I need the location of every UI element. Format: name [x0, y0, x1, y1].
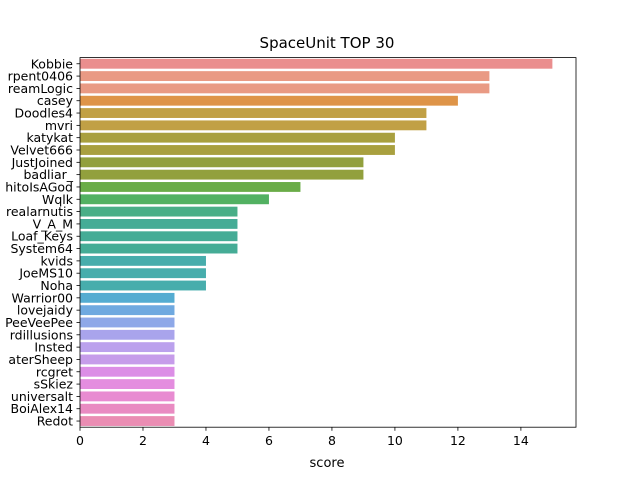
- bar-16: [80, 255, 206, 266]
- y-tick-label-28: BoiAlex14: [11, 401, 74, 416]
- y-tick-label-7: Velvet666: [10, 143, 73, 158]
- y-tick-label-6: katykat: [26, 130, 73, 145]
- x-tick-label-2: 4: [202, 433, 210, 448]
- y-tick-label-27: universalt: [11, 389, 73, 404]
- y-tick-label-21: PeeVeePee: [5, 315, 73, 330]
- y-tick-label-11: Wqlk: [42, 192, 74, 207]
- y-tick-label-1: rpent0406: [8, 69, 73, 84]
- y-tick-label-9: badliar_: [23, 167, 73, 182]
- bar-11: [80, 194, 269, 205]
- y-tick-label-18: Noha: [40, 278, 73, 293]
- bar-2: [80, 83, 490, 94]
- bar-28: [80, 403, 175, 414]
- bar-23: [80, 342, 175, 353]
- bar-6: [80, 132, 395, 143]
- x-tick-label-4: 8: [328, 433, 336, 448]
- y-tick-label-20: lovejaidy: [17, 303, 74, 318]
- bar-17: [80, 268, 206, 279]
- x-tick-label-6: 12: [450, 433, 466, 448]
- bar-15: [80, 243, 238, 254]
- bar-1: [80, 71, 490, 82]
- plot-frame: [79, 57, 577, 428]
- y-tick-label-23: Insted: [34, 340, 73, 355]
- bar-14: [80, 231, 238, 242]
- y-tick-label-17: JoeMS10: [18, 266, 73, 281]
- bar-22: [80, 329, 175, 340]
- y-tick-label-0: Kobbie: [31, 56, 74, 71]
- y-tick-label-15: System64: [10, 241, 73, 256]
- y-tick-label-4: Doodles4: [15, 106, 74, 121]
- y-tick-label-26: sSkiez: [34, 377, 74, 392]
- y-tick-label-22: rdillusions: [10, 327, 73, 342]
- y-tick-label-2: reamLogic: [8, 81, 73, 96]
- y-tick-label-14: Loaf_Keys: [11, 229, 73, 244]
- x-ticks: 0 2 4 6 8 10 12 14: [76, 427, 529, 448]
- bar-29: [80, 416, 175, 426]
- y-tick-label-12: realarnutis: [6, 204, 73, 219]
- bar-7: [80, 145, 395, 155]
- bar-26: [80, 379, 175, 390]
- bar-21: [80, 317, 175, 328]
- y-tick-labels: Kobbierpent0406reamLogiccaseyDoodles4mvr…: [5, 56, 80, 429]
- x-tick-label-3: 6: [265, 433, 273, 448]
- y-tick-label-3: casey: [37, 93, 74, 108]
- x-tick-label-1: 2: [139, 433, 147, 448]
- bar-24: [80, 354, 175, 365]
- bar-9: [80, 169, 364, 180]
- bar-8: [80, 157, 364, 168]
- y-tick-label-8: JustJoined: [11, 155, 73, 170]
- y-tick-label-5: mvri: [45, 118, 73, 133]
- y-tick-label-16: kvids: [40, 253, 73, 268]
- bar-25: [80, 366, 175, 377]
- bar-20: [80, 305, 175, 316]
- bars-group: [80, 58, 553, 426]
- y-tick-label-10: hitoIsAGod: [5, 179, 73, 194]
- bar-0: [80, 58, 553, 69]
- plot-border: [79, 57, 577, 428]
- x-tick-label-7: 14: [513, 433, 529, 448]
- x-tick-label-0: 0: [76, 433, 84, 448]
- chart-title: SpaceUnit TOP 30: [260, 34, 395, 52]
- y-tick-label-13: V_A_M: [33, 216, 73, 231]
- y-tick-label-24: aterSheep: [8, 352, 73, 367]
- bar-19: [80, 292, 175, 303]
- bar-12: [80, 206, 238, 217]
- x-tick-label-5: 10: [387, 433, 403, 448]
- bar-18: [80, 280, 206, 291]
- bar-5: [80, 120, 427, 131]
- y-tick-label-19: Warrior00: [12, 290, 73, 305]
- y-tick-label-29: Redot: [37, 414, 73, 429]
- bar-4: [80, 108, 427, 118]
- bar-27: [80, 391, 175, 402]
- bar-10: [80, 182, 301, 192]
- x-axis-label: score: [310, 456, 345, 471]
- bar-13: [80, 218, 238, 229]
- y-tick-label-25: rcgret: [36, 364, 73, 379]
- bar-3: [80, 95, 458, 106]
